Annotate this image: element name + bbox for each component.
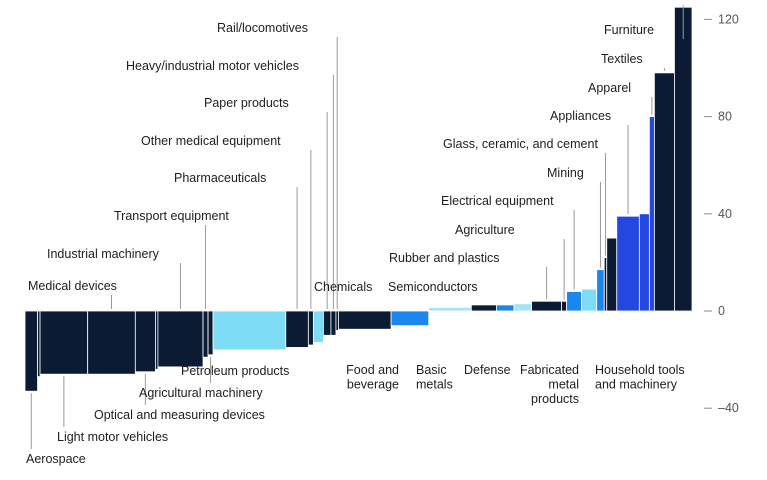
bar — [338, 310, 392, 330]
bar — [212, 310, 287, 351]
bar-label: Aerospace — [26, 452, 86, 466]
bar-label: Chemicals — [314, 280, 372, 294]
bar — [674, 6, 693, 312]
bar-label: Rubber and plastics — [389, 251, 499, 265]
bar — [648, 116, 655, 312]
bar-label: Fabricated metal products — [520, 363, 579, 406]
bar-label: Optical and measuring devices — [94, 408, 265, 422]
bar-label: Furniture — [604, 23, 654, 37]
bar-label: Apparel — [588, 81, 631, 95]
bar-label: Paper products — [204, 96, 289, 110]
bar-label: Glass, ceramic, and cement — [443, 137, 598, 151]
bar-label: Textiles — [601, 52, 643, 66]
bars — [24, 6, 693, 392]
bar-label: Other medical equipment — [141, 134, 281, 148]
bar — [322, 310, 332, 336]
bar-label: Food and beverage — [346, 363, 399, 392]
y-tick-label: –40 — [718, 401, 739, 415]
leader-lines — [30, 5, 684, 449]
bar-label: Agricultural machinery — [139, 386, 263, 400]
bar-label: Appliances — [550, 109, 611, 123]
bar-label: Petroleum products — [181, 364, 289, 378]
bar — [307, 310, 314, 346]
bar-label: Pharmaceuticals — [174, 171, 266, 185]
bar — [616, 215, 640, 312]
bar-label: Electrical equipment — [441, 194, 554, 208]
bar — [581, 288, 598, 312]
bar-label: Semiconductors — [388, 280, 478, 294]
bar — [566, 291, 583, 312]
y-tick-label: 0 — [718, 304, 725, 318]
bar-label: Household tools and machinery — [595, 363, 685, 392]
bar — [87, 310, 136, 375]
bar — [428, 306, 472, 312]
y-tick-label: 80 — [718, 110, 732, 124]
bar-label: Agriculture — [455, 223, 515, 237]
bar — [470, 304, 497, 312]
bar-label: Light motor vehicles — [57, 430, 168, 444]
bar — [561, 300, 568, 312]
bar — [606, 237, 618, 312]
bar — [202, 310, 209, 358]
bar — [330, 310, 337, 336]
bar — [157, 310, 204, 368]
bar — [207, 310, 214, 356]
bar-label: Mining — [547, 166, 584, 180]
bar-label: Defense — [464, 363, 511, 377]
bar — [390, 310, 430, 326]
bar — [134, 310, 156, 373]
bar — [24, 310, 38, 392]
y-tick-label: 40 — [718, 207, 732, 221]
bar — [596, 269, 605, 312]
bar — [39, 310, 89, 375]
bar — [531, 300, 563, 312]
bar — [513, 303, 532, 312]
bar — [653, 72, 675, 312]
y-tick-label: 120 — [718, 12, 739, 26]
bar-label: Basic metals — [416, 363, 453, 392]
bar-label: Medical devices — [28, 279, 117, 293]
bar-label: Industrial machinery — [47, 247, 160, 261]
bar-label: Heavy/industrial motor vehicles — [126, 59, 299, 73]
bar-label: Transport equipment — [114, 209, 229, 223]
bar-labels: Aerospace Light motor vehicles Optical and… — [26, 21, 685, 466]
bar-label: Rail/locomotives — [217, 21, 308, 35]
bar — [638, 213, 650, 312]
bar — [312, 310, 324, 343]
bar — [496, 304, 515, 312]
bar — [285, 310, 309, 348]
